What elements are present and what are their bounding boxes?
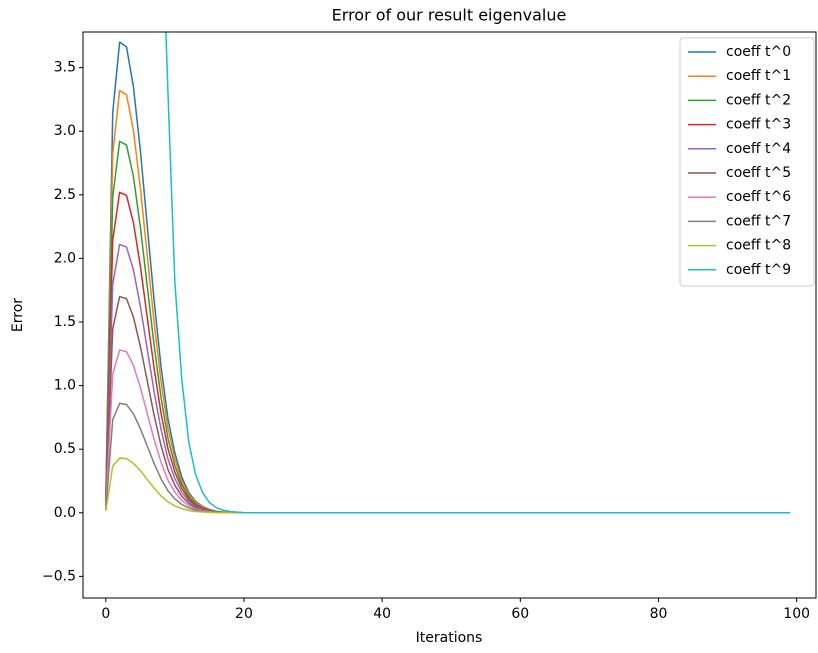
y-axis-label: Error (10, 298, 26, 332)
y-tick-label: 3.0 (54, 123, 76, 139)
axes-frame (82, 31, 817, 599)
x-tick-label: 40 (373, 606, 391, 622)
x-tick-label: 80 (650, 606, 668, 622)
chart-title: Error of our result eigenvalue (332, 6, 567, 25)
plot-area (105, 32, 790, 514)
legend-label: coeff t^0 (726, 44, 791, 60)
legend-label: coeff t^3 (726, 117, 791, 133)
x-tick-label: 20 (235, 606, 253, 622)
legend-label: coeff t^6 (726, 189, 791, 205)
legend-label: coeff t^1 (726, 68, 791, 84)
y-tick-label: −0.5 (42, 568, 76, 584)
legend-label: coeff t^5 (726, 165, 791, 181)
series-line (165, 32, 790, 514)
x-axis-label: Iterations (416, 630, 483, 646)
y-tick-label: 0.0 (54, 505, 76, 521)
x-tick-label: 100 (783, 606, 810, 622)
x-tick-label: 60 (511, 606, 529, 622)
y-tick-label: 2.0 (54, 250, 76, 266)
y-tick-label: 1.0 (54, 378, 76, 394)
y-tick-label: 2.5 (54, 187, 76, 203)
legend-label: coeff t^8 (726, 238, 791, 254)
y-tick-label: 3.5 (54, 60, 76, 76)
y-tick-label: 0.5 (54, 441, 76, 457)
legend-label: coeff t^9 (726, 262, 791, 278)
legend-label: coeff t^4 (726, 141, 791, 157)
y-tick-label: 1.5 (54, 314, 76, 330)
legend-label: coeff t^7 (726, 213, 791, 229)
x-tick-label: 0 (101, 606, 110, 622)
legend-label: coeff t^2 (726, 92, 791, 108)
